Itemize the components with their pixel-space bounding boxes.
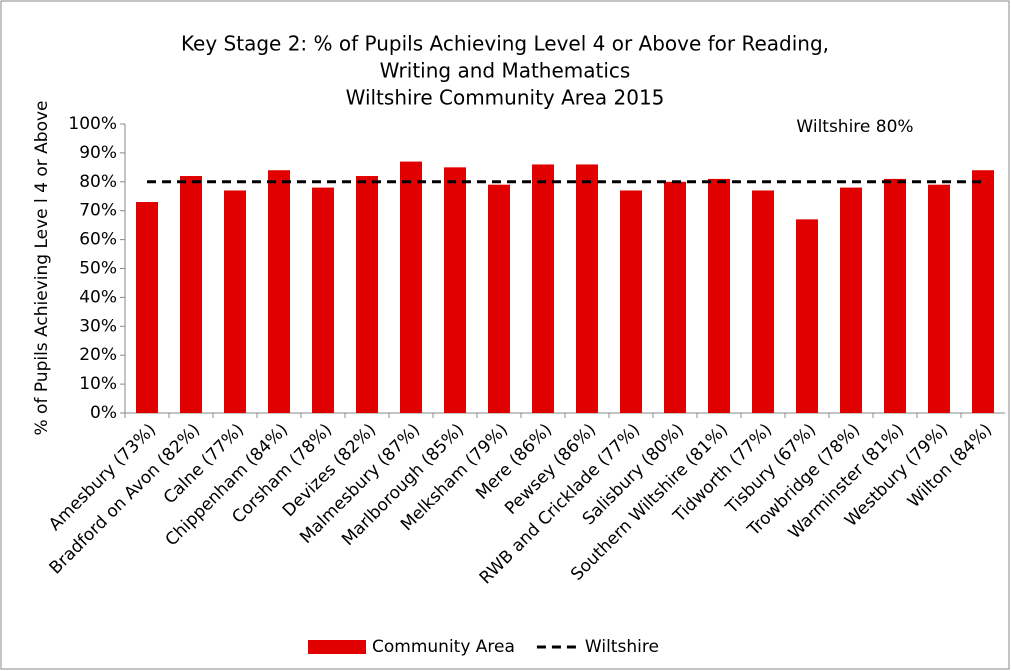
bar — [708, 178, 730, 413]
bar — [268, 170, 290, 413]
bar — [312, 187, 334, 413]
y-tick-label: 40% — [79, 287, 117, 307]
bar — [620, 190, 642, 413]
y-tick-label: 20% — [79, 345, 117, 365]
bar — [664, 181, 686, 413]
bar — [180, 176, 202, 413]
bar — [840, 187, 862, 413]
bar — [400, 161, 422, 413]
legend-swatch — [308, 640, 366, 654]
bar — [752, 190, 774, 413]
bar — [796, 219, 818, 413]
bar — [136, 202, 158, 413]
bar — [444, 167, 466, 413]
y-tick-label: 0% — [90, 403, 117, 423]
chart-title: Wiltshire Community Area 2015 — [346, 86, 665, 110]
chart-title: Writing and Mathematics — [380, 59, 631, 83]
y-tick-label: 90% — [79, 143, 117, 163]
bar — [532, 164, 554, 413]
bar — [928, 184, 950, 413]
bar — [884, 178, 906, 413]
bar — [224, 190, 246, 413]
y-tick-label: 30% — [79, 316, 117, 336]
bar — [972, 170, 994, 413]
y-tick-label: 60% — [79, 230, 117, 250]
annotation: Wiltshire 80% — [796, 117, 913, 137]
y-tick-label: 50% — [79, 259, 117, 279]
chart-title: Key Stage 2: % of Pupils Achieving Level… — [181, 32, 829, 56]
bar — [488, 184, 510, 413]
y-tick-label: 70% — [79, 201, 117, 221]
y-axis-label: % of Pupils Achieving Leve l 4 or Above — [32, 101, 52, 436]
legend-label: Community Area — [372, 637, 515, 657]
bar — [576, 164, 598, 413]
y-tick-label: 10% — [79, 374, 117, 394]
y-tick-label: 100% — [68, 114, 117, 134]
y-tick-label: 80% — [79, 172, 117, 192]
legend-label: Wiltshire — [585, 637, 659, 657]
bar — [356, 176, 378, 413]
